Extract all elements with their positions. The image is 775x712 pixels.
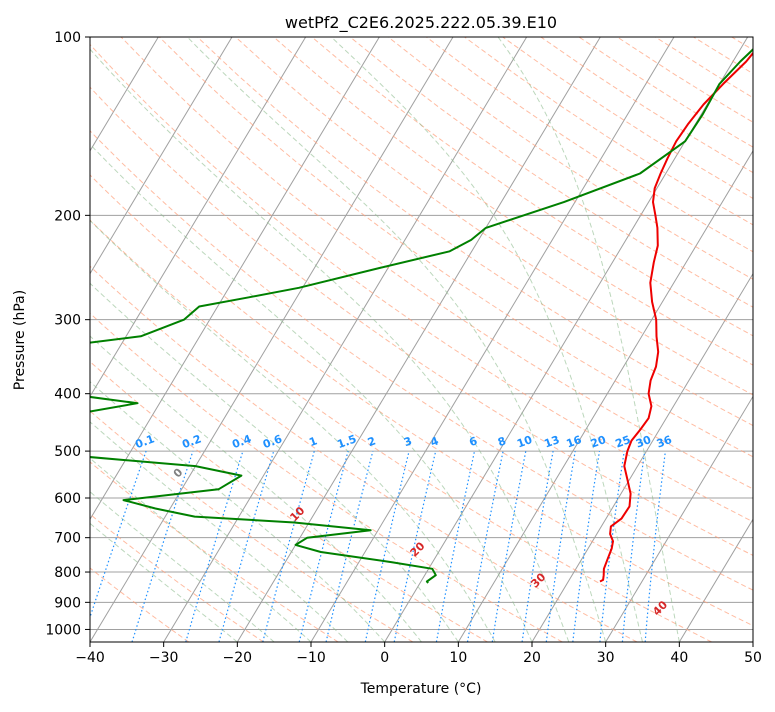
- chart-title: wetPf2_C2E6.2025.222.05.39.E10: [285, 13, 557, 33]
- y-tick-label: 700: [54, 531, 81, 547]
- y-tick-label: 100: [54, 30, 81, 46]
- y-tick-label: 500: [54, 444, 81, 460]
- y-tick-label: 400: [54, 387, 81, 403]
- x-axis-label: Temperature (°C): [360, 681, 482, 697]
- y-tick-label: 600: [54, 491, 81, 507]
- x-tick-label: 30: [597, 650, 615, 666]
- x-tick-label: −30: [149, 650, 179, 666]
- x-tick-label: 20: [523, 650, 541, 666]
- y-tick-label: 1000: [45, 622, 81, 638]
- x-tick-label: 0: [380, 650, 389, 666]
- x-tick-label: −20: [223, 650, 253, 666]
- x-tick-label: 40: [670, 650, 688, 666]
- y-tick-label: 200: [54, 208, 81, 224]
- y-tick-label: 800: [54, 565, 81, 581]
- x-tick-label: −40: [75, 650, 105, 666]
- x-tick-label: 50: [744, 650, 762, 666]
- x-tick-label: −10: [296, 650, 326, 666]
- y-tick-label: 900: [54, 595, 81, 611]
- x-tick-label: 10: [449, 650, 467, 666]
- y-tick-label: 300: [54, 313, 81, 329]
- y-axis-label: Pressure (hPa): [12, 290, 28, 390]
